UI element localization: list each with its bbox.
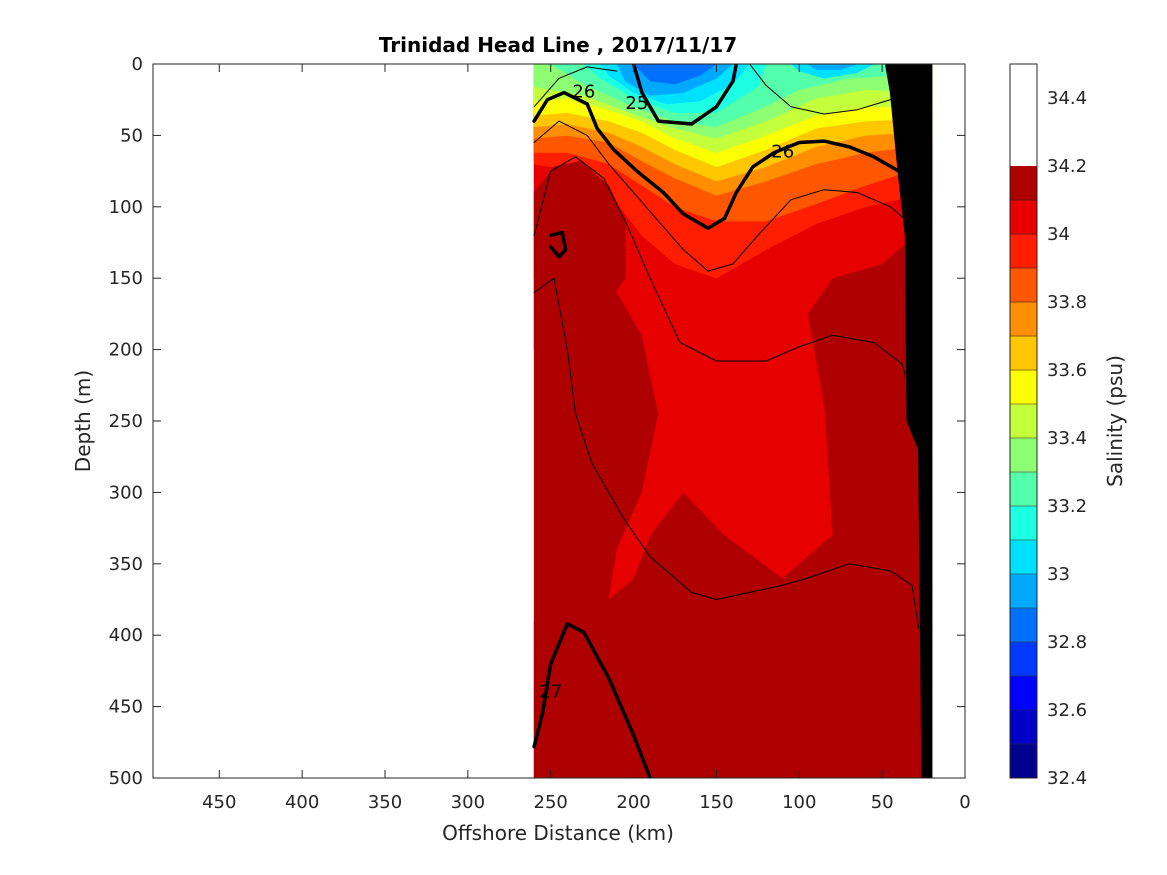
colorbar-swatch [1010,438,1037,473]
colorbar-swatch [1010,744,1037,779]
x-tick-label: 200 [616,792,650,813]
colorbar-tick-label: 34.4 [1047,88,1087,109]
x-tick-label: 100 [782,792,816,813]
x-tick-label: 400 [285,792,319,813]
salinity-region-20 [683,634,916,778]
x-tick-label: 0 [959,792,970,813]
plot-area: 26 25 26 27 [532,64,933,778]
density-contour-5 [533,156,920,451]
colorbar-swatch [1010,608,1037,643]
chart-title: Trinidad Head Line , 2017/11/17 [379,33,737,57]
colorbar-tick-label: 34 [1047,224,1070,245]
colorbar-tick-label: 32.6 [1047,700,1087,721]
y-tick-label: 100 [109,197,143,218]
colorbar-swatch [1010,540,1037,575]
y-tick-label: 200 [109,340,143,361]
y-tick-label: 50 [120,125,143,146]
colorbar-swatch [1010,268,1037,303]
x-axis: 450 400 350 300 250 200 150 100 50 0 [202,64,971,813]
salinity-region-13 [633,64,717,85]
colorbar-swatch [1010,404,1037,439]
y-tick-label: 400 [109,625,143,646]
contour-label-3: 27 [539,681,562,702]
density-contour-2 [533,66,618,108]
colorbar-swatch [1010,642,1037,677]
colorbar-swatch [1010,166,1037,201]
colorbar-tick-label: 33.4 [1047,428,1087,449]
density-contour-4 [533,120,929,272]
colorbar-frame [1009,63,1038,779]
colorbar-tick-label: 33.6 [1047,360,1087,381]
seafloor-bathymetry [884,64,933,778]
x-tick-label: 150 [699,792,733,813]
x-axis-label: Offshore Distance (km) [442,821,674,845]
colorbar [1010,166,1037,779]
colorbar-tick-label: 33.8 [1047,292,1087,313]
colorbar-tick-label: 33.2 [1047,496,1087,517]
colorbar-swatch [1010,676,1037,711]
salinity-region-14 [790,64,875,79]
colorbar-swatch [1010,710,1037,745]
density-contour-1 [532,90,931,230]
contour-label-0: 26 [572,82,595,103]
colorbar-swatch [1010,302,1037,337]
colorbar-tick-label: 33 [1047,564,1070,585]
y-axis-label: Depth (m) [71,370,95,472]
y-tick-label: 300 [109,482,143,503]
x-tick-label: 250 [534,792,568,813]
colorbar-swatch [1010,574,1037,609]
y-tick-label: 500 [109,768,143,789]
colorbar-swatch [1010,336,1037,371]
y-tick-label: 0 [132,54,143,75]
colorbar-swatch [1010,370,1037,405]
x-tick-label: 50 [871,792,894,813]
y-tick-label: 150 [109,268,143,289]
y-tick-label: 250 [109,411,143,432]
colorbar-tick-label: 32.8 [1047,632,1087,653]
colorbar-ticks: 34.4 34.2 34 33.8 33.6 33.4 33.2 33 32.8 32.6 32.4 [1047,88,1087,789]
colorbar-tick-label: 34.2 [1047,156,1087,177]
density-contour-0 [631,64,739,126]
salinity-region-15 [807,64,858,70]
y-tick-label: 350 [109,554,143,575]
colorbar-swatch [1010,234,1037,269]
y-axis: 0 50 100 150 200 250 300 350 400 450 500 [109,54,965,789]
colorbar-label: Salinity (psu) [1103,355,1127,487]
density-contour-7 [532,622,652,778]
density-contour-6 [533,277,920,629]
colorbar-tick-label: 32.4 [1047,768,1087,789]
x-tick-label: 350 [368,792,402,813]
colorbar-swatch [1010,472,1037,507]
density-contour-8 [548,230,568,259]
contour-label-2: 26 [771,142,794,163]
x-tick-label: 300 [451,792,485,813]
colorbar-swatch [1010,200,1037,235]
x-tick-label: 450 [202,792,236,813]
contour-label-1: 25 [625,93,648,114]
y-tick-label: 450 [109,697,143,718]
colorbar-swatch [1010,506,1037,541]
